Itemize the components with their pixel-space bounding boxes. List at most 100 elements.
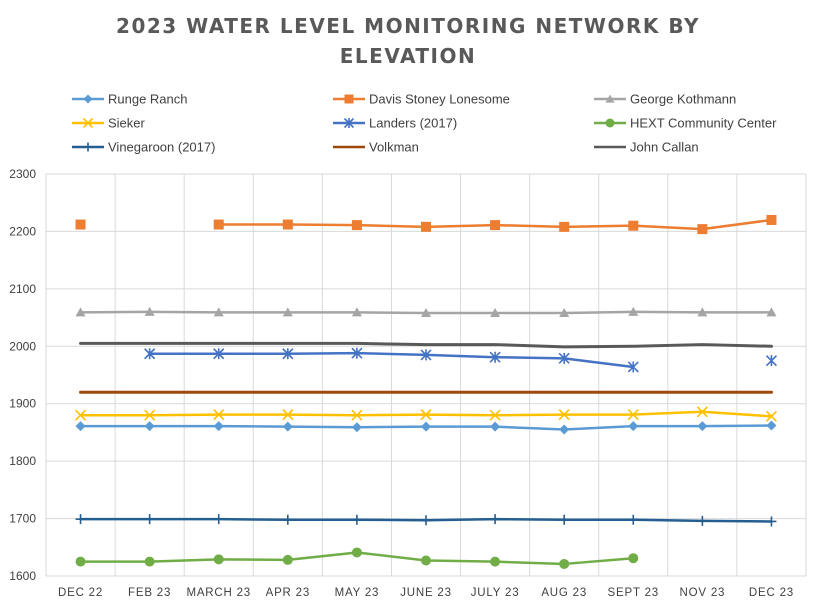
data-point xyxy=(420,409,432,421)
legend: Runge Ranch Davis Stoney Lonesome George K… xyxy=(72,92,777,155)
data-point xyxy=(558,352,570,364)
data-point xyxy=(282,421,293,432)
data-point xyxy=(282,307,293,317)
data-point xyxy=(351,409,363,421)
chart-title-line-1: 2023 WATER LEVEL MONITORING NETWORK BY xyxy=(116,14,700,38)
data-point xyxy=(696,406,708,418)
data-point xyxy=(351,547,362,558)
data-point xyxy=(144,348,156,360)
y-tick-label: 2200 xyxy=(9,224,36,238)
data-point xyxy=(766,420,777,431)
x-tick-label: DEC 23 xyxy=(749,587,794,599)
series-vinegaroon-2017 xyxy=(75,514,777,527)
legend-item-hext-community-center: HEXT Community Center xyxy=(594,116,777,131)
data-point xyxy=(490,556,501,567)
data-point xyxy=(420,349,432,361)
data-point xyxy=(421,421,431,432)
data-point xyxy=(490,421,501,432)
data-point xyxy=(75,556,86,567)
data-point xyxy=(213,421,224,432)
data-point xyxy=(490,514,501,525)
legend-item-landers-2017: Landers (2017) xyxy=(333,116,457,131)
data-point xyxy=(351,422,362,433)
y-tick-label: 1700 xyxy=(9,512,36,526)
legend-label: Sieker xyxy=(108,116,146,131)
legend-label: Vinegaroon (2017) xyxy=(108,140,215,155)
legend-marker xyxy=(83,142,93,152)
data-point xyxy=(558,409,570,421)
data-point xyxy=(697,421,708,432)
data-point xyxy=(144,409,156,421)
data-point xyxy=(490,220,501,231)
data-point xyxy=(489,351,501,363)
data-point xyxy=(765,410,778,422)
y-tick-label: 2100 xyxy=(9,282,36,296)
data-point xyxy=(213,307,224,317)
data-point xyxy=(75,421,86,432)
y-tick-label: 1900 xyxy=(9,397,36,411)
data-point xyxy=(628,553,639,564)
data-point xyxy=(559,558,570,569)
series-runge-ranch xyxy=(75,420,777,435)
data-point xyxy=(75,219,86,230)
data-point xyxy=(559,307,570,317)
data-point xyxy=(421,221,431,232)
x-tick-label: FEB 23 xyxy=(128,587,171,599)
legend-item-george-kothmann: George Kothmann xyxy=(594,92,736,107)
y-tick-label: 2000 xyxy=(9,339,36,353)
legend-label: Runge Ranch xyxy=(108,92,188,107)
data-point xyxy=(421,307,431,317)
data-point xyxy=(628,220,639,231)
legend-item-davis-stoney-lonesome: Davis Stoney Lonesome xyxy=(333,92,510,107)
data-point xyxy=(628,421,639,432)
legend-marker xyxy=(344,94,354,104)
legend-marker xyxy=(343,117,355,129)
data-point xyxy=(351,220,362,231)
data-point xyxy=(144,421,155,432)
data-point xyxy=(766,214,777,225)
series-line xyxy=(79,341,773,349)
data-point xyxy=(559,221,570,232)
series-landers-2017 xyxy=(144,347,778,373)
data-point xyxy=(75,514,86,525)
data-point xyxy=(627,409,639,421)
legend-marker xyxy=(83,94,93,104)
y-axis: 1600 1700 1800 1900 2000 2100 2200 2300 xyxy=(9,167,36,583)
data-point xyxy=(74,409,87,421)
legend-item-sieker: Sieker xyxy=(72,116,146,131)
data-point xyxy=(559,514,570,525)
x-tick-label: MAY 23 xyxy=(335,587,380,599)
data-point xyxy=(421,515,431,526)
data-point xyxy=(697,307,708,317)
legend-label: Landers (2017) xyxy=(369,116,457,131)
data-point xyxy=(765,355,778,367)
data-point xyxy=(282,409,294,421)
chart-title-line-2: ELEVATION xyxy=(340,44,476,68)
data-point xyxy=(766,516,777,527)
data-point xyxy=(75,307,86,317)
data-point xyxy=(766,307,777,317)
data-point xyxy=(351,347,363,359)
legend-label: John Callan xyxy=(630,140,699,155)
data-point xyxy=(144,306,155,316)
legend-label: HEXT Community Center xyxy=(630,116,777,131)
data-point xyxy=(489,409,501,421)
data-point xyxy=(213,348,225,360)
legend-label: Volkman xyxy=(369,140,419,155)
legend-label: George Kothmann xyxy=(630,92,736,107)
legend-label: Davis Stoney Lonesome xyxy=(369,92,510,107)
x-tick-label: JUNE 23 xyxy=(400,587,452,599)
x-tick-label: APR 23 xyxy=(266,587,310,599)
y-tick-label: 1800 xyxy=(9,454,36,468)
legend-marker xyxy=(605,94,615,103)
x-tick-label: DEC 22 xyxy=(58,587,103,599)
series-hext-community-center xyxy=(75,547,639,569)
x-tick-label: JULY 23 xyxy=(471,587,520,599)
x-tick-label: AUG 23 xyxy=(541,587,587,599)
legend-marker xyxy=(605,118,615,128)
data-point xyxy=(144,514,155,525)
data-point xyxy=(421,555,431,566)
data-point xyxy=(213,514,224,525)
data-point xyxy=(559,424,570,435)
